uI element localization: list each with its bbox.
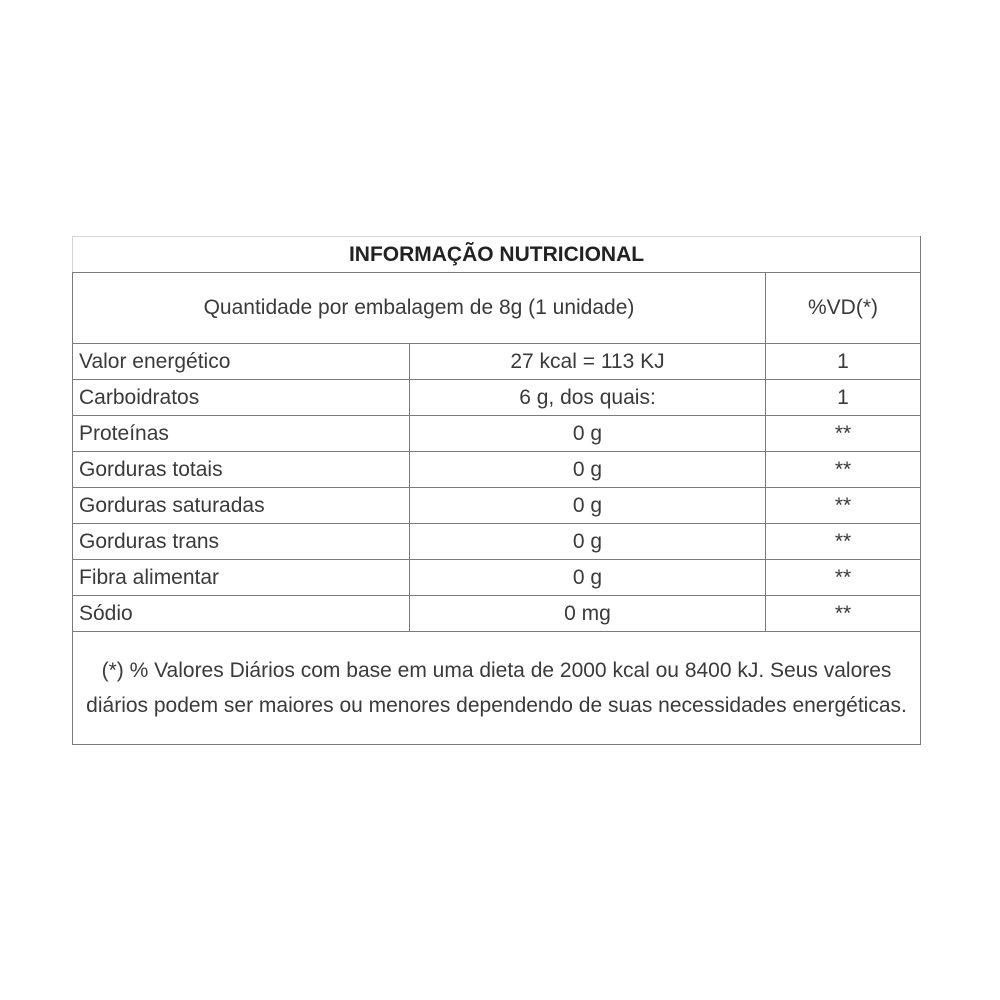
nutrient-amount: 0 g xyxy=(409,415,766,452)
table-row: Sódio 0 mg ** xyxy=(72,595,922,632)
table-row: Fibra alimentar 0 g ** xyxy=(72,559,922,596)
portion-header: Quantidade por embalagem de 8g (1 unidad… xyxy=(72,272,766,344)
nutrient-name: Sódio xyxy=(72,595,410,632)
footnote: (*) % Valores Diários com base em uma di… xyxy=(71,631,922,745)
table-row: Gorduras totais 0 g ** xyxy=(72,451,922,488)
nutrient-amount: 6 g, dos quais: xyxy=(409,379,766,416)
vd-header: %VD(*) xyxy=(764,272,922,344)
nutrient-vd: 1 xyxy=(764,343,922,380)
table-row: Proteínas 0 g ** xyxy=(72,415,922,452)
nutrient-amount: 0 g xyxy=(409,523,766,560)
table-row: Valor energético 27 kcal = 113 KJ 1 xyxy=(72,343,922,380)
nutrient-name: Gorduras saturadas xyxy=(72,487,410,524)
nutrient-name: Gorduras totais xyxy=(72,451,410,488)
nutrient-amount: 27 kcal = 113 KJ xyxy=(409,343,766,380)
nutrition-table: INFORMAÇÃO NUTRICIONAL Quantidade por em… xyxy=(71,236,922,745)
nutrient-vd: ** xyxy=(764,559,922,596)
nutrient-name: Carboidratos xyxy=(72,379,410,416)
nutrient-amount: 0 g xyxy=(409,487,766,524)
table-row: Gorduras trans 0 g ** xyxy=(72,523,922,560)
nutrient-vd: ** xyxy=(764,487,922,524)
table-row: Gorduras saturadas 0 g ** xyxy=(72,487,922,524)
nutrient-name: Fibra alimentar xyxy=(72,559,410,596)
nutrient-vd: ** xyxy=(764,595,922,632)
nutrient-vd: ** xyxy=(764,523,922,560)
nutrient-name: Proteínas xyxy=(72,415,410,452)
nutrient-vd: 1 xyxy=(764,379,922,416)
table-title: INFORMAÇÃO NUTRICIONAL xyxy=(71,236,922,273)
nutrient-amount: 0 g xyxy=(409,559,766,596)
nutrient-name: Gorduras trans xyxy=(72,523,410,560)
nutrient-vd: ** xyxy=(764,415,922,452)
nutrient-name: Valor energético xyxy=(72,343,410,380)
nutrient-amount: 0 mg xyxy=(409,595,766,632)
nutrient-vd: ** xyxy=(764,451,922,488)
table-row: Carboidratos 6 g, dos quais: 1 xyxy=(72,379,922,416)
nutrient-amount: 0 g xyxy=(409,451,766,488)
